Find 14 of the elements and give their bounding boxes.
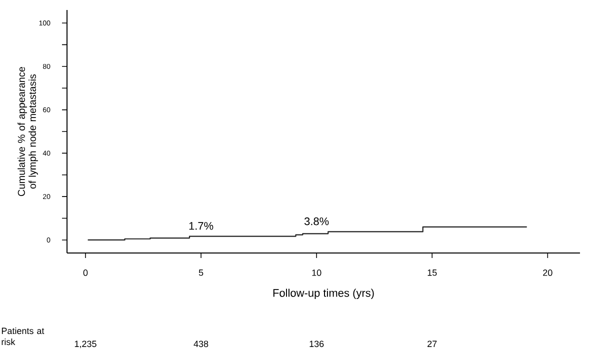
- text: 136: [310, 340, 324, 348]
- x-tick-label: 0: [83, 270, 88, 276]
- text: Patients at risk: [2, 327, 44, 346]
- x-tick-label: 10: [312, 270, 322, 276]
- y-axis-title: Cumulative % of appearance of lymph node metastasis: [18, 66, 38, 196]
- x-axis-title: Follow-up times (yrs): [273, 288, 374, 300]
- text: 438: [194, 340, 208, 348]
- text: 27: [428, 340, 437, 347]
- annotation: 3.8%: [304, 217, 329, 226]
- text: 1,235: [74, 340, 96, 348]
- annotation: 1.7%: [189, 222, 214, 230]
- x-tick-label: 5: [198, 270, 204, 276]
- x-tick-label: 15: [428, 270, 437, 276]
- x-tick-label: 20: [543, 270, 552, 276]
